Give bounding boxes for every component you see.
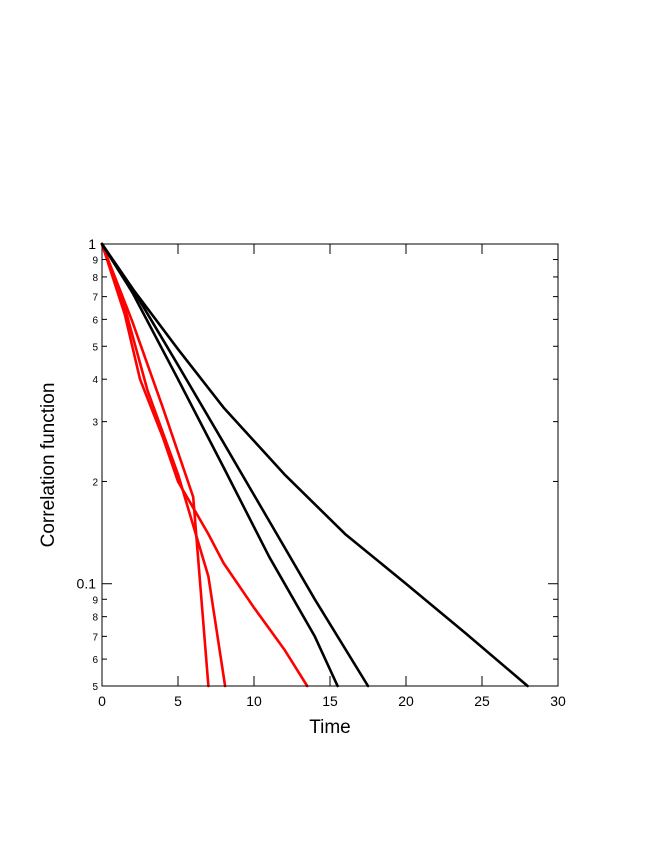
y-minor-tick-label: 6 bbox=[92, 655, 98, 666]
plot-frame bbox=[101, 243, 559, 687]
series-line-3 bbox=[100, 242, 309, 688]
y-minor-tick-label: 9 bbox=[92, 595, 98, 606]
series-line-4 bbox=[100, 242, 339, 688]
y-major-tick-label: 0.1 bbox=[77, 576, 97, 592]
y-axis-title: Correlation function bbox=[38, 383, 59, 548]
series-layer bbox=[100, 242, 529, 688]
y-minor-tick-label: 7 bbox=[92, 293, 98, 304]
x-axis-title: Time bbox=[309, 717, 351, 738]
y-major-tick-label: 1 bbox=[88, 236, 96, 252]
x-tick-label: 15 bbox=[322, 693, 338, 709]
x-tick-label: 30 bbox=[550, 693, 566, 709]
x-tick-label: 10 bbox=[246, 693, 262, 709]
series-line-6 bbox=[100, 242, 529, 688]
x-tick-label: 20 bbox=[398, 693, 414, 709]
x-tick-label: 0 bbox=[98, 693, 106, 709]
y-minor-tick-label: 8 bbox=[92, 273, 98, 284]
y-minor-tick-label: 2 bbox=[92, 477, 98, 488]
y-minor-tick-label: 4 bbox=[92, 375, 98, 386]
y-minor-tick-label: 9 bbox=[92, 256, 98, 267]
x-tick-label: 25 bbox=[474, 693, 490, 709]
y-minor-tick-label: 5 bbox=[92, 682, 98, 693]
series-line-2 bbox=[100, 242, 227, 688]
y-minor-tick-label: 7 bbox=[92, 632, 98, 643]
y-minor-tick-label: 5 bbox=[92, 342, 98, 353]
x-tick-label: 5 bbox=[174, 693, 182, 709]
y-minor-tick-label: 3 bbox=[92, 418, 98, 429]
y-minor-tick-label: 6 bbox=[92, 315, 98, 326]
series-line-1 bbox=[100, 242, 210, 688]
y-minor-tick-label: 8 bbox=[92, 613, 98, 624]
